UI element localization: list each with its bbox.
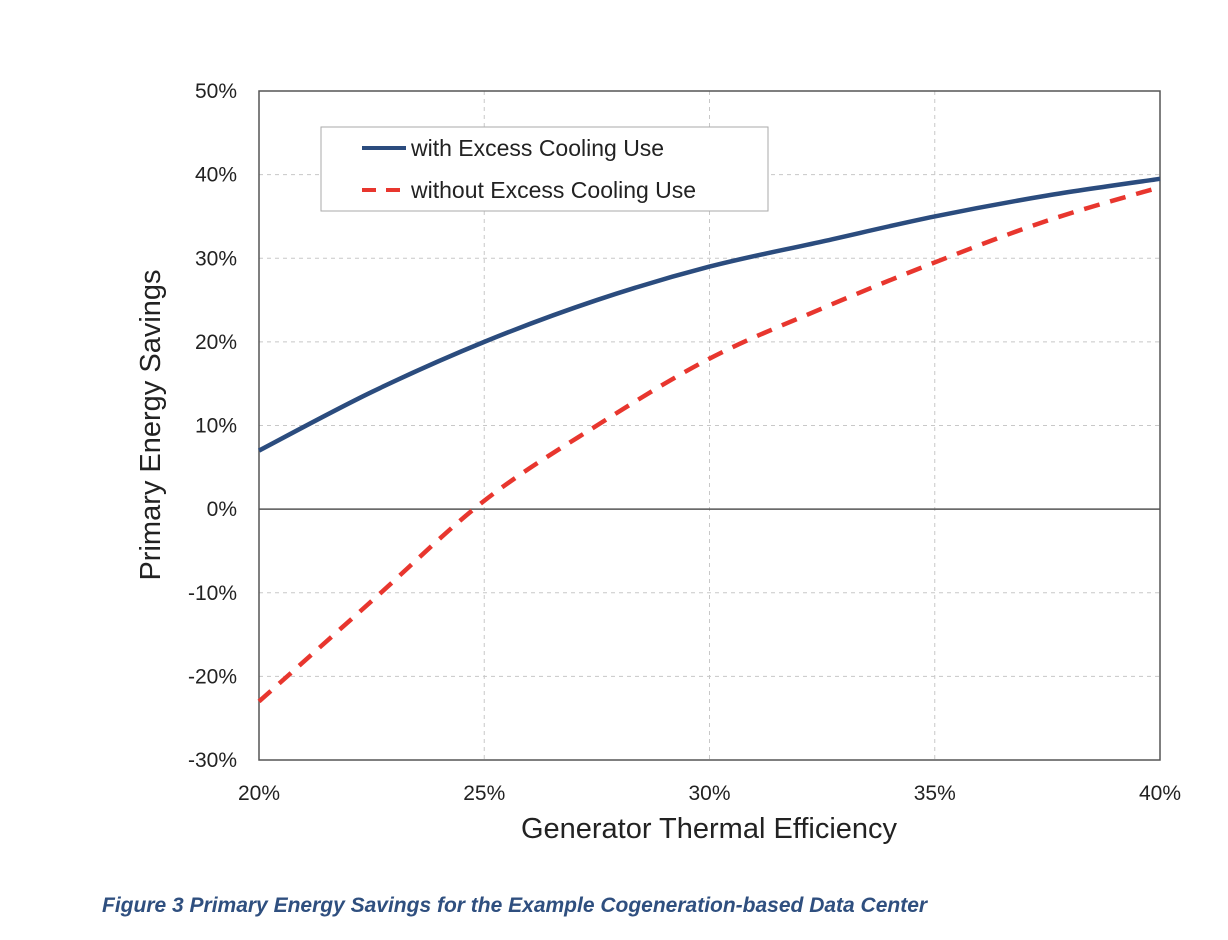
series-line-0 <box>257 176 1161 453</box>
y-tick-label: 30% <box>195 247 237 270</box>
x-tick-labels: 20% 25% 30% 35% 40% <box>238 782 1181 805</box>
legend: with Excess Cooling Use without Excess C… <box>320 126 769 212</box>
x-tick-label: 20% <box>238 782 280 805</box>
y-axis-title: Primary Energy Savings <box>135 269 167 580</box>
legend-label-without-excess-cooling: without Excess Cooling Use <box>410 177 696 203</box>
y-tick-label: 20% <box>195 331 237 354</box>
y-tick-label: -10% <box>188 582 237 605</box>
x-tick-label: 25% <box>463 782 505 805</box>
x-tick-label: 40% <box>1139 782 1181 805</box>
y-tick-labels: -30% -20% -10% 0% 10% 20% 30% 40% 50% <box>188 80 237 772</box>
y-tick-label: 0% <box>207 498 237 521</box>
y-tick-label: 40% <box>195 164 237 187</box>
x-tick-label: 35% <box>914 782 956 805</box>
series-group <box>257 176 1161 704</box>
y-tick-label: 50% <box>195 80 237 103</box>
x-tick-label: 30% <box>688 782 730 805</box>
y-tick-label: -30% <box>188 749 237 772</box>
x-axis-title: Generator Thermal Efficiency <box>521 813 898 845</box>
y-tick-label: 10% <box>195 415 237 438</box>
plot-frame <box>258 90 1161 761</box>
figure-caption: Figure 3 Primary Energy Savings for the … <box>102 894 928 917</box>
legend-box <box>320 126 769 212</box>
y-tick-label: -20% <box>188 665 237 688</box>
line-chart: 20% 25% 30% 35% 40% -30% -20% -10% 0% 10% 20% 30% 4… <box>135 80 1181 845</box>
legend-label-with-excess-cooling: with Excess Cooling Use <box>410 135 664 161</box>
